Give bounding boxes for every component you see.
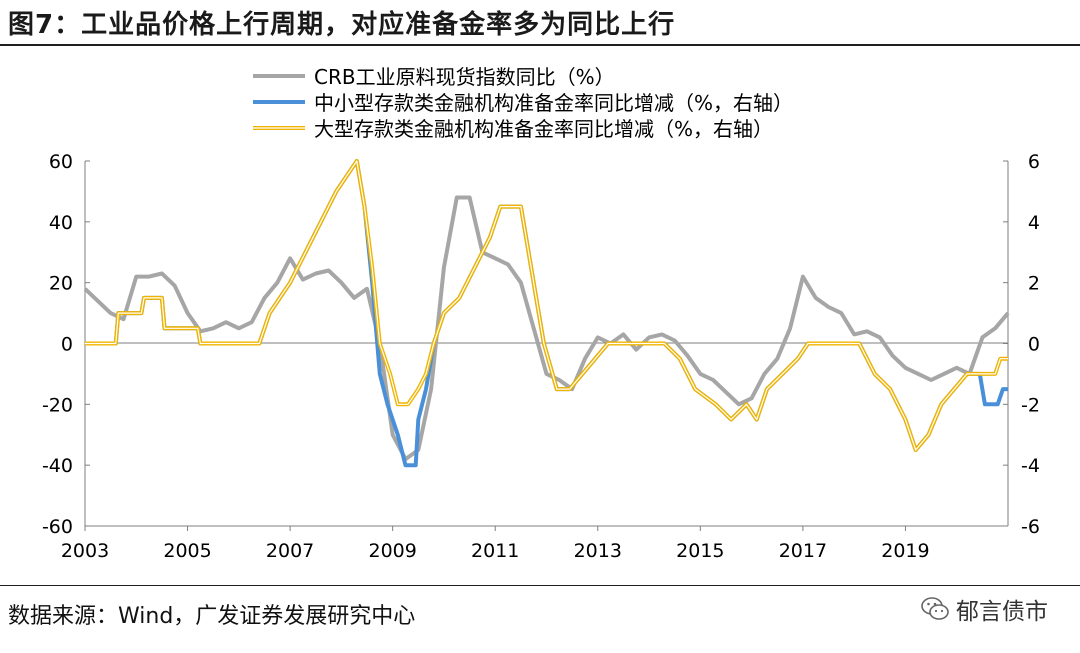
series-lines: [83, 159, 1010, 468]
x-tick-labels: 2003 2005 2007 2009 2011 2013 2015 2017 2019: [61, 526, 930, 562]
left-tick-label: -20: [42, 394, 73, 416]
x-tick-label: 2015: [676, 540, 724, 562]
x-tick-label: 2005: [163, 540, 211, 562]
right-tick-label: 6: [1028, 151, 1040, 173]
right-tick-label: 4: [1028, 212, 1040, 234]
series-line-large-banks-core: [85, 160, 1008, 451]
left-tick-label: 0: [61, 334, 73, 356]
x-tick-label: 2011: [471, 540, 519, 562]
right-tick-label: -6: [1021, 516, 1040, 538]
right-tick-label: -2: [1021, 394, 1040, 416]
x-tick-label: 2003: [61, 540, 109, 562]
x-tick-label: 2017: [779, 540, 827, 562]
right-tick-label: -4: [1021, 455, 1040, 477]
right-tick-label: 2: [1028, 273, 1040, 295]
x-tick-label: 2009: [368, 540, 416, 562]
right-tick-label: 0: [1028, 334, 1040, 356]
right-tick-labels: 6 4 2 0 -2 -4 -6: [1003, 151, 1040, 538]
series-line-large-banks: [85, 159, 1008, 452]
x-tick-label: 2007: [266, 540, 314, 562]
x-tick-label: 2019: [881, 540, 929, 562]
watermark: 郁言债市: [920, 592, 1048, 626]
left-tick-label: 60: [49, 151, 73, 173]
series-line-crb: [83, 195, 1010, 462]
left-tick-label: 40: [49, 212, 73, 234]
left-tick-label: -60: [42, 516, 73, 538]
legend-label: CRB工业原料现货指数同比（%）: [314, 65, 615, 89]
title-divider: [0, 44, 1080, 46]
source-note: 数据来源：Wind，广发证券发展研究中心: [8, 604, 416, 629]
left-tick-label: -40: [42, 455, 73, 477]
x-tick-label: 2013: [574, 540, 622, 562]
left-tick-labels: 60 40 20 0 -20 -40 -60: [42, 151, 90, 538]
legend-label: 中小型存款类金融机构准备金率同比增减（%，右轴）: [314, 91, 793, 115]
legend: CRB工业原料现货指数同比（%）中小型存款类金融机构准备金率同比增减（%，右轴）…: [253, 65, 793, 141]
wechat-icon: [921, 597, 949, 620]
footer-divider: [0, 585, 1080, 586]
series-line-small-banks: [85, 159, 1008, 468]
left-tick-label: 20: [49, 273, 73, 295]
legend-label: 大型存款类金融机构准备金率同比增减（%，右轴）: [314, 117, 773, 141]
watermark-text: 郁言债市: [956, 599, 1048, 625]
figure-title: 图7：工业品价格上行周期，对应准备金率多为同比上行: [8, 10, 676, 40]
